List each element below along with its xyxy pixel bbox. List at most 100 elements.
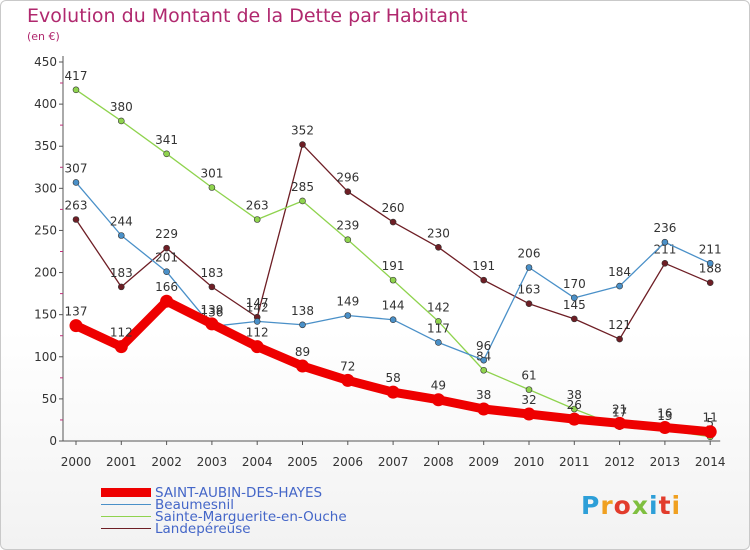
data-point xyxy=(296,359,309,373)
data-label: 112 xyxy=(246,326,269,340)
data-label: 32 xyxy=(521,393,536,407)
data-point xyxy=(163,268,170,276)
data-point xyxy=(522,407,536,421)
data-point xyxy=(435,339,442,346)
y-tick-label: 400 xyxy=(34,97,57,111)
data-label: 149 xyxy=(336,295,359,309)
x-tick-label: 2011 xyxy=(559,455,590,469)
data-label: 61 xyxy=(521,369,536,383)
data-point xyxy=(344,312,352,319)
data-label: 16 xyxy=(657,407,672,421)
data-label: 38 xyxy=(567,388,582,402)
data-point xyxy=(570,294,578,302)
y-tick-label: 300 xyxy=(34,181,57,195)
y-tick-label: 450 xyxy=(34,55,57,69)
x-tick-label: 2003 xyxy=(197,455,228,469)
data-label: 301 xyxy=(200,166,223,180)
data-point xyxy=(250,340,264,354)
data-label: 142 xyxy=(427,300,450,314)
data-point xyxy=(118,283,125,291)
data-label: 137 xyxy=(65,305,88,319)
chart-title: Evolution du Montant de la Dette par Hab… xyxy=(27,5,468,27)
x-tick-label: 2014 xyxy=(695,455,726,469)
data-point xyxy=(163,244,170,252)
data-label: 112 xyxy=(110,326,133,340)
data-label: 229 xyxy=(155,227,178,241)
data-label: 5 xyxy=(706,416,714,430)
data-point xyxy=(344,236,352,244)
data-label: 201 xyxy=(155,251,178,265)
data-point xyxy=(480,366,488,374)
data-point xyxy=(208,283,216,291)
legend-swatch xyxy=(101,488,151,497)
legend-label: SAINT-AUBIN-DES-HAYES xyxy=(155,485,323,501)
y-tick-label: 250 xyxy=(34,223,57,237)
data-point xyxy=(525,300,533,308)
data-label: 17 xyxy=(612,406,627,420)
data-point xyxy=(567,412,581,426)
data-label: 72 xyxy=(340,359,355,373)
y-tick-label: 0 xyxy=(49,434,57,448)
data-point xyxy=(477,402,491,416)
data-point xyxy=(253,318,261,325)
data-label: 417 xyxy=(65,69,88,83)
data-label: 307 xyxy=(65,161,88,175)
data-point xyxy=(525,386,533,393)
data-label: 170 xyxy=(563,277,586,291)
data-point xyxy=(114,340,128,354)
data-point xyxy=(703,425,717,439)
data-label: 263 xyxy=(246,198,269,212)
data-label: 145 xyxy=(563,298,586,312)
legend-swatch xyxy=(101,504,151,505)
data-point xyxy=(480,356,488,364)
x-tick-label: 2005 xyxy=(287,455,318,469)
data-label: 147 xyxy=(246,296,269,310)
legend-label: Landepéreuse xyxy=(155,521,251,537)
data-label: 26 xyxy=(567,398,582,412)
data-point xyxy=(299,197,306,205)
data-point xyxy=(72,179,80,186)
data-point xyxy=(706,259,714,267)
proxiti-logo: Proxiti xyxy=(581,491,682,520)
data-point xyxy=(205,317,219,331)
y-tick-label: 150 xyxy=(34,308,57,322)
data-point xyxy=(389,316,397,324)
data-point xyxy=(613,416,627,430)
data-label: 89 xyxy=(295,345,310,359)
data-label: 260 xyxy=(382,201,405,215)
y-tick-label: 200 xyxy=(34,266,57,280)
data-point xyxy=(72,216,80,223)
data-label: 183 xyxy=(110,266,133,280)
data-label: 96 xyxy=(476,339,491,353)
data-point xyxy=(616,282,623,290)
data-label: 139 xyxy=(200,303,223,317)
data-label: 58 xyxy=(385,371,400,385)
data-point xyxy=(435,243,442,251)
x-tick-label: 2006 xyxy=(333,455,364,469)
data-point xyxy=(163,150,170,158)
data-point xyxy=(344,188,352,196)
data-label: 21 xyxy=(612,402,627,416)
legend-label: Sainte-Marguerite-en-Ouche xyxy=(155,509,347,525)
data-label: 236 xyxy=(653,221,676,235)
data-label: 263 xyxy=(65,198,88,212)
data-label: 183 xyxy=(200,266,223,280)
data-label: 230 xyxy=(427,226,450,240)
data-label: 166 xyxy=(155,280,178,294)
data-label: 138 xyxy=(291,304,314,318)
data-label: 144 xyxy=(382,299,405,313)
data-label: 11 xyxy=(703,411,718,425)
y-tick-label: 350 xyxy=(34,139,57,153)
data-label: 38 xyxy=(476,388,491,402)
legend-swatch xyxy=(101,516,151,517)
data-label: 49 xyxy=(431,379,446,393)
data-label: 191 xyxy=(382,259,405,273)
data-label: 244 xyxy=(110,214,133,228)
data-point xyxy=(435,318,442,325)
x-tick-label: 2002 xyxy=(151,455,182,469)
data-label: 117 xyxy=(427,321,450,335)
legend-swatch xyxy=(101,528,151,529)
data-point xyxy=(160,294,174,308)
